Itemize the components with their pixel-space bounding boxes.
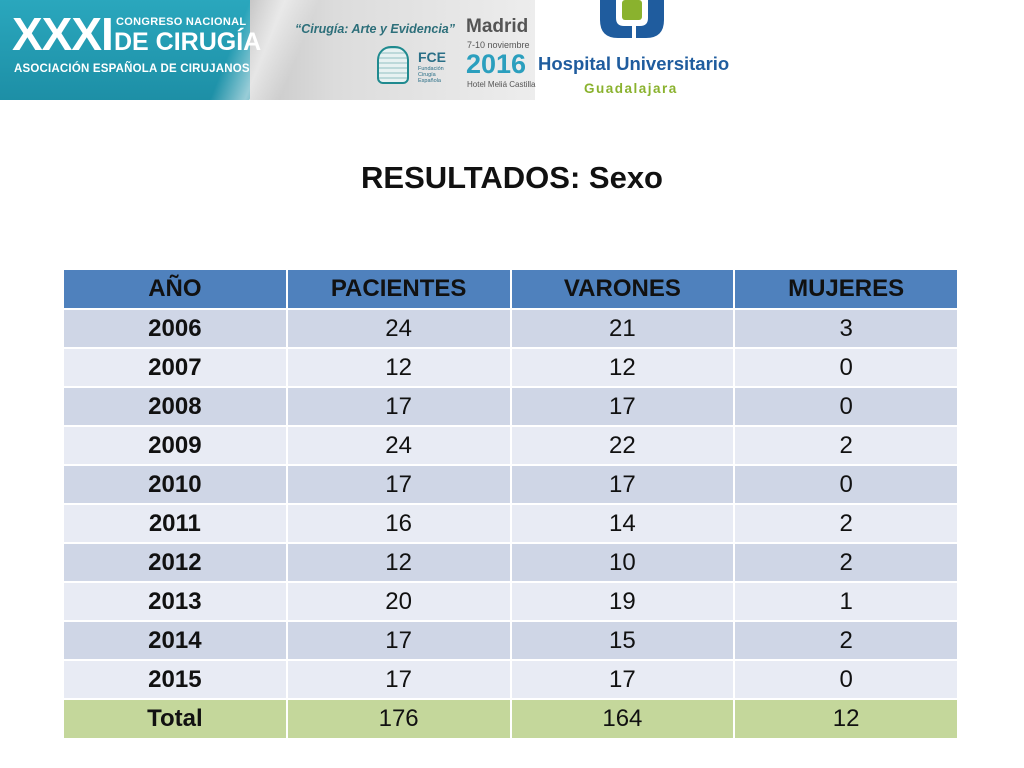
- cell-women: 2: [733, 620, 959, 661]
- congress-subject: DE CIRUGÍA: [114, 28, 262, 56]
- congress-number: XXXI: [12, 8, 114, 60]
- cell-year: 2011: [62, 503, 288, 544]
- cell-year: 2012: [62, 542, 288, 583]
- cell-men: 15: [509, 620, 736, 661]
- cell-patients: 16: [285, 503, 512, 544]
- hospital-logo-icon: [600, 0, 664, 38]
- table-row: 2012 12 10 2: [62, 542, 959, 583]
- cell-patients: 17: [285, 620, 512, 661]
- slide-title: RESULTADOS: Sexo: [361, 160, 663, 195]
- total-patients: 176: [285, 698, 512, 740]
- cell-year: 2013: [62, 581, 288, 622]
- fce-logo-text: FCE: [418, 49, 446, 65]
- cell-men: 12: [509, 347, 736, 388]
- table-row: 2008 17 17 0: [62, 386, 959, 427]
- cell-patients: 12: [285, 542, 512, 583]
- cell-patients: 17: [285, 659, 512, 700]
- cell-women: 2: [733, 503, 959, 544]
- total-label: Total: [62, 698, 288, 740]
- cell-men: 17: [509, 464, 736, 505]
- table-row: 2011 16 14 2: [62, 503, 959, 544]
- cell-men: 22: [509, 425, 736, 466]
- cell-year: 2010: [62, 464, 288, 505]
- cell-patients: 12: [285, 347, 512, 388]
- cell-patients: 17: [285, 386, 512, 427]
- table-row: 2010 17 17 0: [62, 464, 959, 505]
- cell-women: 1: [733, 581, 959, 622]
- hospital-name: Hospital Universitario: [538, 53, 730, 74]
- cell-year: 2008: [62, 386, 288, 427]
- header-men: VARONES: [509, 268, 736, 310]
- cell-women: 2: [733, 425, 959, 466]
- cell-women: 0: [733, 386, 959, 427]
- fce-seal-icon: [377, 46, 409, 84]
- header-women: MUJERES: [733, 268, 959, 310]
- cell-year: 2014: [62, 620, 288, 661]
- fce-subtitle: Fundación Cirugía Española: [418, 66, 444, 84]
- cell-men: 17: [509, 386, 736, 427]
- congress-banner: XXXI CONGRESO NACIONAL DE CIRUGÍA ASOCIA…: [0, 0, 732, 100]
- cell-women: 3: [733, 308, 959, 349]
- cell-patients: 24: [285, 308, 512, 349]
- table-row: 2006 24 21 3: [62, 308, 959, 349]
- cell-men: 14: [509, 503, 736, 544]
- cell-women: 0: [733, 659, 959, 700]
- congress-year: 2016: [466, 49, 527, 79]
- congress-venue: Hotel Meliá Castilla: [467, 80, 536, 89]
- total-men: 164: [509, 698, 736, 740]
- cell-year: 2006: [62, 308, 288, 349]
- cell-men: 21: [509, 308, 736, 349]
- total-women: 12: [733, 698, 959, 740]
- cell-men: 17: [509, 659, 736, 700]
- header-year: AÑO: [62, 268, 288, 310]
- table-row: 2015 17 17 0: [62, 659, 959, 700]
- cell-year: 2009: [62, 425, 288, 466]
- results-table: AÑO PACIENTES VARONES MUJERES 2006 24 21…: [62, 268, 959, 740]
- table-header-row: AÑO PACIENTES VARONES MUJERES: [62, 268, 959, 310]
- cell-year: 2007: [62, 347, 288, 388]
- cell-women: 0: [733, 464, 959, 505]
- association-name: ASOCIACIÓN ESPAÑOLA DE CIRUJANOS: [14, 63, 250, 75]
- cell-patients: 17: [285, 464, 512, 505]
- congress-motto: “Cirugía: Arte y Evidencia”: [295, 22, 455, 36]
- table-row: 2009 24 22 2: [62, 425, 959, 466]
- table-row: 2014 17 15 2: [62, 620, 959, 661]
- header-patients: PACIENTES: [285, 268, 512, 310]
- cell-patients: 20: [285, 581, 512, 622]
- table-row: 2013 20 19 1: [62, 581, 959, 622]
- cell-year: 2015: [62, 659, 288, 700]
- cell-women: 2: [733, 542, 959, 583]
- congress-dates: 7-10 noviembre: [467, 40, 530, 50]
- total-row: Total 176 164 12: [62, 698, 959, 740]
- table-row: 2007 12 12 0: [62, 347, 959, 388]
- cell-men: 19: [509, 581, 736, 622]
- hospital-city: Guadalajara: [584, 81, 678, 96]
- cell-women: 0: [733, 347, 959, 388]
- congress-city: Madrid: [466, 16, 529, 37]
- congress-label: CONGRESO NACIONAL: [116, 16, 247, 28]
- cell-men: 10: [509, 542, 736, 583]
- cell-patients: 24: [285, 425, 512, 466]
